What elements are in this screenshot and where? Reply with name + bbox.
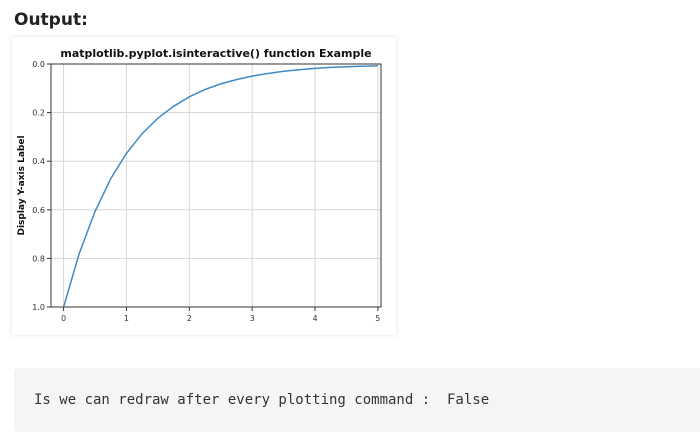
x-tick-label: 0 <box>61 314 66 323</box>
console-output-box: Is we can redraw after every plotting co… <box>14 368 700 432</box>
y-tick-label: 0.4 <box>32 157 45 166</box>
chart-title: matplotlib.pyplot.isinteractive() functi… <box>60 47 371 60</box>
x-tick-label: 1 <box>124 314 129 323</box>
y-tick-label: 0.0 <box>32 60 45 69</box>
x-tick-label: 4 <box>312 314 317 323</box>
series-line <box>62 64 378 308</box>
y-tick-label: 0.2 <box>32 109 45 118</box>
console-output-text: Is we can redraw after every plotting co… <box>34 392 490 408</box>
chart-figure: 0 1 2 3 4 5 0.0 0.2 0.4 0.6 0.8 1.0 matplotlib.pypl… <box>12 37 396 335</box>
x-tick-label: 2 <box>187 314 192 323</box>
x-tick-label: 5 <box>375 314 380 323</box>
output-heading: Output: <box>14 10 88 30</box>
chart-grid <box>51 63 381 308</box>
plot-area-frame <box>50 63 382 308</box>
x-tick-label: 3 <box>250 314 255 323</box>
y-tick-label: 0.8 <box>32 254 45 263</box>
axis-ticks: 0 1 2 3 4 5 0.0 0.2 0.4 0.6 0.8 1.0 <box>32 60 380 323</box>
y-tick-label: 0.6 <box>32 206 45 215</box>
y-tick-label: 1.0 <box>32 303 45 312</box>
y-axis-label: Display Y-axis Label <box>17 135 27 235</box>
line-chart: 0 1 2 3 4 5 0.0 0.2 0.4 0.6 0.8 1.0 matplotlib.pypl… <box>17 47 382 323</box>
